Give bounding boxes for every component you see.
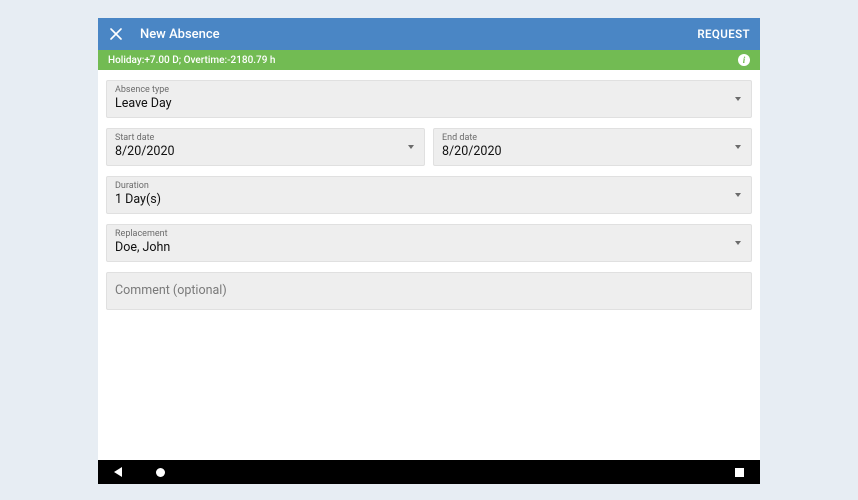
close-icon[interactable] [108,26,124,42]
info-icon[interactable]: i [738,54,750,66]
start-date-label: Start date [115,133,416,144]
nav-back-icon[interactable] [114,467,122,477]
comment-placeholder: Comment (optional) [115,277,743,305]
replacement-value: Doe, John [115,240,743,256]
android-navbar [98,460,760,484]
start-date-value: 8/20/2020 [115,144,416,160]
app-header: New Absence REQUEST [98,18,760,50]
end-date-value: 8/20/2020 [442,144,743,160]
request-button[interactable]: REQUEST [697,27,750,41]
absence-type-field[interactable]: Absence type Leave Day [106,80,752,118]
date-row: Start date 8/20/2020 End date 8/20/2020 [106,128,752,166]
chevron-down-icon [408,145,414,149]
end-date-field[interactable]: End date 8/20/2020 [433,128,752,166]
app-window: New Absence REQUEST Holiday:+7.00 D; Ove… [98,18,760,484]
start-date-field[interactable]: Start date 8/20/2020 [106,128,425,166]
chevron-down-icon [735,193,741,197]
replacement-field[interactable]: Replacement Doe, John [106,224,752,262]
duration-field[interactable]: Duration 1 Day(s) [106,176,752,214]
page-title: New Absence [140,27,697,42]
balance-text: Holiday:+7.00 D; Overtime:-2180.79 h [108,55,738,66]
duration-label: Duration [115,181,743,192]
chevron-down-icon [735,241,741,245]
nav-recent-icon[interactable] [735,468,744,477]
absence-type-value: Leave Day [115,96,743,112]
chevron-down-icon [735,145,741,149]
end-date-label: End date [442,133,743,144]
balance-banner: Holiday:+7.00 D; Overtime:-2180.79 h i [98,50,760,70]
duration-value: 1 Day(s) [115,192,743,208]
nav-home-icon[interactable] [156,468,165,477]
replacement-label: Replacement [115,229,743,240]
chevron-down-icon [735,97,741,101]
comment-field[interactable]: Comment (optional) [106,272,752,310]
absence-type-label: Absence type [115,85,743,96]
absence-form: Absence type Leave Day Start date 8/20/2… [98,70,760,460]
